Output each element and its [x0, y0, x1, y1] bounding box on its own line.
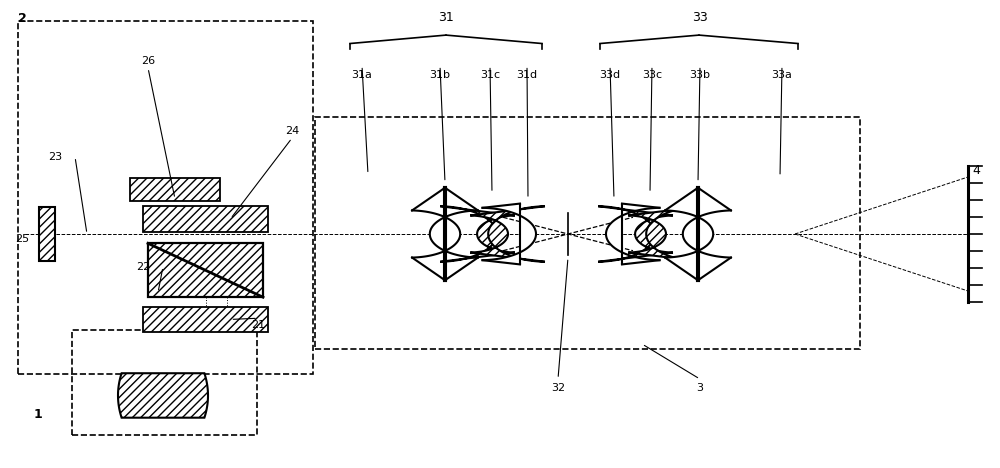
Polygon shape	[628, 206, 703, 262]
Text: 33b: 33b	[690, 70, 710, 80]
Text: 26: 26	[141, 56, 155, 66]
Text: 25: 25	[15, 234, 29, 244]
Polygon shape	[683, 187, 731, 281]
Text: 23: 23	[48, 152, 62, 162]
Polygon shape	[606, 204, 659, 264]
Bar	[148, 243, 263, 297]
Text: 3: 3	[696, 383, 704, 394]
Polygon shape	[598, 206, 673, 262]
Text: 22: 22	[136, 262, 150, 272]
Text: 33c: 33c	[642, 70, 662, 80]
Bar	[39, 207, 55, 261]
Text: 1: 1	[34, 408, 42, 421]
Text: 32: 32	[551, 383, 565, 394]
Polygon shape	[665, 187, 713, 281]
Text: 31b: 31b	[430, 70, 450, 80]
Bar	[143, 206, 268, 232]
Text: 21: 21	[251, 320, 265, 330]
Text: 33d: 33d	[599, 70, 621, 80]
Text: 24: 24	[285, 126, 299, 136]
Bar	[315, 117, 860, 349]
Text: 33a: 33a	[772, 70, 792, 80]
Bar	[130, 178, 220, 201]
Polygon shape	[440, 206, 515, 262]
Polygon shape	[470, 206, 545, 262]
Bar	[72, 330, 257, 435]
Bar	[18, 21, 313, 374]
Text: 31d: 31d	[516, 70, 538, 80]
Polygon shape	[118, 373, 208, 417]
Polygon shape	[412, 187, 460, 281]
Text: 31: 31	[438, 11, 454, 24]
Text: 33: 33	[692, 11, 708, 24]
Text: 2: 2	[18, 12, 26, 25]
Text: 4: 4	[972, 164, 980, 177]
Text: 31a: 31a	[352, 70, 372, 80]
Text: 31c: 31c	[480, 70, 500, 80]
Polygon shape	[483, 204, 536, 264]
Polygon shape	[430, 187, 478, 281]
Bar	[143, 307, 268, 332]
